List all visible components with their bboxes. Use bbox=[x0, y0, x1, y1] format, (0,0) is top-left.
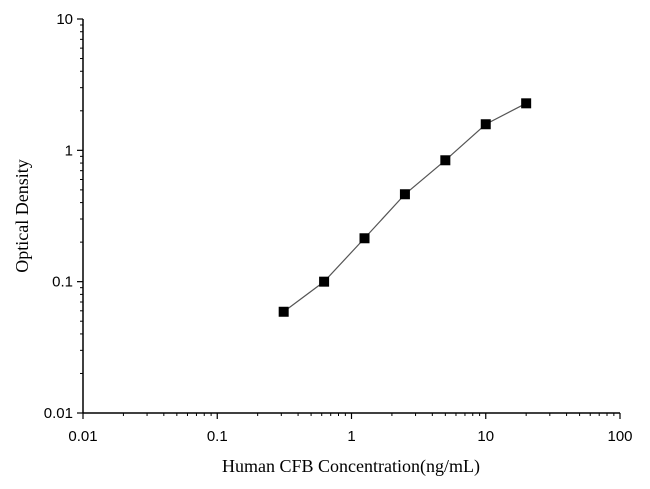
x-axis-title: Human CFB Concentration(ng/mL) bbox=[222, 456, 480, 477]
data-point-marker bbox=[521, 98, 532, 109]
y-axis-title: Optical Density bbox=[12, 159, 32, 272]
x-tick-label: 0.01 bbox=[68, 428, 97, 445]
y-tick-label: 1 bbox=[65, 142, 73, 159]
x-tick-labels: 0.01 0.1 1 10 100 bbox=[68, 428, 632, 445]
y-tick-label: 0.01 bbox=[44, 405, 73, 422]
data-point-marker bbox=[440, 155, 451, 166]
x-tick-label: 100 bbox=[607, 428, 632, 445]
data-point-marker bbox=[319, 276, 330, 287]
plot-area bbox=[278, 98, 532, 317]
x-tick-label: 1 bbox=[347, 428, 355, 445]
data-point-marker bbox=[278, 306, 289, 317]
y-tick-labels: 0.01 0.1 1 10 bbox=[44, 11, 73, 422]
data-point-marker bbox=[359, 233, 370, 244]
data-point-marker bbox=[480, 119, 491, 130]
data-point-marker bbox=[399, 189, 410, 200]
x-tick-label: 10 bbox=[477, 428, 494, 445]
y-tick-label: 0.1 bbox=[52, 274, 73, 291]
x-tick-label: 0.1 bbox=[207, 428, 228, 445]
axes bbox=[77, 18, 621, 419]
y-tick-label: 10 bbox=[56, 11, 73, 28]
